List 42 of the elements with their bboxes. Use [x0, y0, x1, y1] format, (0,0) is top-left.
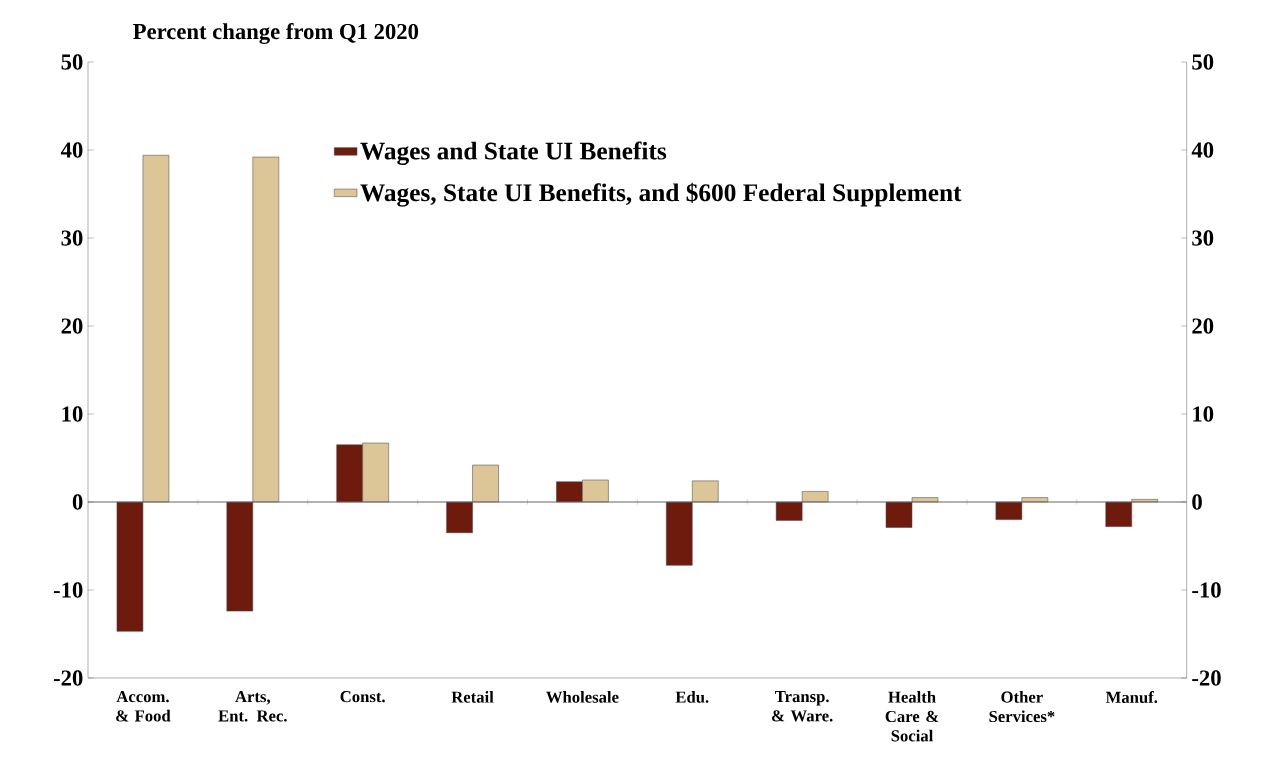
- bar: [116, 501, 144, 632]
- y2-tick-label: -20: [1192, 670, 1221, 686]
- x-tick-label: Health Care & Social: [885, 691, 939, 742]
- bar: [446, 501, 473, 534]
- bar: [226, 501, 254, 612]
- y-tick-label: 30: [61, 230, 83, 246]
- x-tick-label: Manuf.: [1105, 691, 1158, 704]
- legend-label: Wages, State UI Benefits, and $600 Federal Supplement: [360, 182, 962, 207]
- bar: [995, 501, 1023, 520]
- bar: [472, 464, 499, 503]
- x-tick-label: Retail: [451, 691, 494, 703]
- bar: [666, 501, 693, 566]
- x-tick-label: Transp. & Ware.: [772, 691, 833, 722]
- y-tick-label: 20: [61, 318, 83, 334]
- x-tick-label: Arts, Ent. Rec.: [218, 691, 287, 722]
- y-tick-label: 50: [61, 54, 83, 70]
- x-tick-label: Edu.: [675, 691, 709, 703]
- y-tick-label: -20: [53, 670, 83, 686]
- x-tick-label: Wholesale: [546, 691, 619, 703]
- y2-tick-label: 10: [1193, 406, 1214, 422]
- bar: [885, 501, 913, 528]
- x-tick-label: Accom. & Food: [116, 691, 171, 722]
- bar: [801, 491, 829, 503]
- y-tick-label: 40: [60, 142, 83, 158]
- y2-tick-label: -10: [1192, 582, 1221, 598]
- y2-tick-label: 0: [1192, 494, 1202, 510]
- legend-label: Wages and State UI Benefits: [360, 141, 667, 165]
- y-tick-label: -10: [53, 582, 83, 598]
- y-tick-label: 10: [62, 406, 83, 422]
- y2-tick-label: 40: [1191, 142, 1214, 158]
- y2-tick-label: 30: [1192, 230, 1214, 246]
- y2-tick-label: 20: [1192, 318, 1214, 334]
- x-tick-label: Other Services*: [989, 691, 1055, 723]
- chart-title: Percent change from Q1 2020: [133, 23, 419, 44]
- bar: [1105, 501, 1133, 527]
- bar: [142, 155, 170, 503]
- bar: [775, 501, 803, 521]
- y-tick-label: 0: [72, 494, 83, 510]
- bar: [692, 480, 719, 503]
- bar: [252, 156, 280, 503]
- y2-tick-label: 50: [1192, 54, 1214, 70]
- x-tick-label: Const.: [340, 691, 385, 703]
